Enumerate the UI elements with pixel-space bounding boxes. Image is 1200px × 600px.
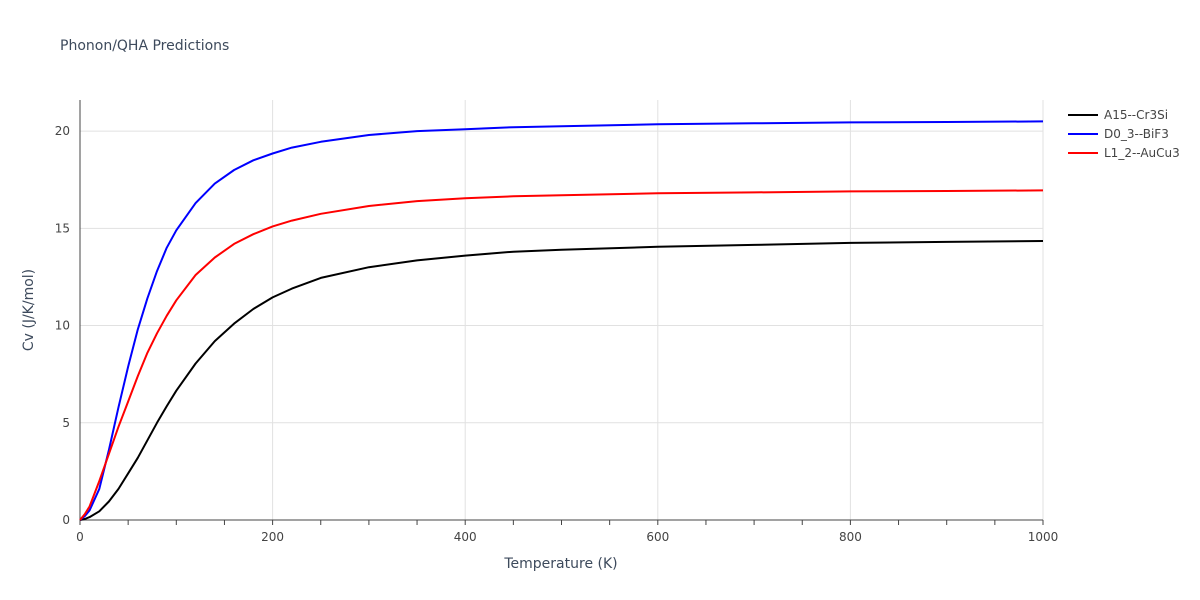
legend-label: D0_3--BiF3 bbox=[1104, 127, 1169, 141]
x-tick-label: 800 bbox=[839, 530, 862, 544]
legend-label: A15--Cr3Si bbox=[1104, 108, 1168, 122]
legend-item-2[interactable]: L1_2--AuCu3 bbox=[1068, 146, 1180, 160]
series-line-0 bbox=[79, 240, 1044, 521]
x-tick-label: 1000 bbox=[1028, 530, 1059, 544]
y-tick-label: 20 bbox=[55, 124, 70, 138]
series-line-1 bbox=[79, 120, 1044, 521]
x-tick-label: 400 bbox=[454, 530, 477, 544]
legend[interactable]: A15--Cr3Si D0_3--BiF3 L1_2--AuCu3 bbox=[1068, 108, 1180, 160]
y-tick-label: 10 bbox=[55, 319, 70, 333]
y-axis-title: Cv (J/K/mol) bbox=[21, 269, 37, 351]
legend-item-1[interactable]: D0_3--BiF3 bbox=[1068, 127, 1169, 141]
y-tick-label: 15 bbox=[55, 221, 70, 235]
series-lines bbox=[79, 120, 1044, 521]
x-tick-label: 200 bbox=[261, 530, 284, 544]
grid bbox=[80, 100, 1044, 520]
axes: 0 200 400 600 800 1000 0 5 10 15 20 bbox=[55, 100, 1059, 544]
x-axis-title: Temperature (K) bbox=[503, 556, 617, 572]
legend-item-0[interactable]: A15--Cr3Si bbox=[1068, 108, 1168, 122]
y-tick-label: 0 bbox=[62, 513, 70, 527]
legend-label: L1_2--AuCu3 bbox=[1104, 146, 1180, 160]
chart-title: Phonon/QHA Predictions bbox=[60, 38, 229, 54]
series-line-2 bbox=[79, 189, 1044, 521]
x-tick-label: 600 bbox=[646, 530, 669, 544]
y-tick-label: 5 bbox=[62, 416, 70, 430]
x-tick-label: 0 bbox=[76, 530, 84, 544]
